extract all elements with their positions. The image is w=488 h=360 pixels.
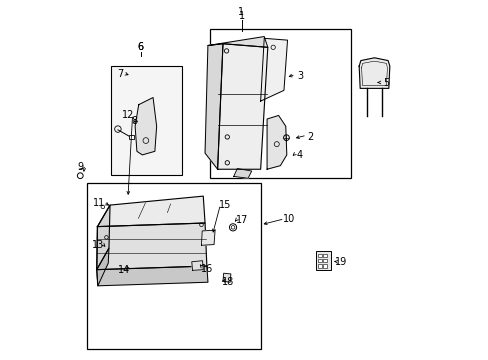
Bar [128, 135, 134, 139]
Text: 18: 18 [221, 277, 233, 287]
Text: 12: 12 [122, 111, 134, 121]
Text: 7: 7 [117, 69, 123, 79]
Polygon shape [97, 196, 204, 226]
Text: 1: 1 [239, 11, 244, 21]
Polygon shape [260, 39, 287, 101]
Polygon shape [204, 44, 223, 169]
Bar [87, 183, 261, 348]
Bar [323, 259, 326, 262]
Text: 19: 19 [334, 257, 347, 267]
Bar [323, 254, 326, 257]
Text: 14: 14 [118, 265, 130, 275]
Text: 3: 3 [296, 71, 303, 81]
Polygon shape [97, 205, 110, 270]
Polygon shape [217, 44, 267, 169]
Bar [316, 251, 330, 270]
Polygon shape [97, 223, 206, 270]
Polygon shape [233, 168, 251, 178]
Text: 10: 10 [283, 215, 295, 224]
Text: 1: 1 [237, 7, 244, 17]
Polygon shape [266, 116, 286, 169]
Polygon shape [97, 266, 207, 286]
Text: 16: 16 [200, 264, 213, 274]
Bar [323, 264, 326, 267]
Text: 5: 5 [382, 78, 388, 88]
Bar [111, 66, 182, 175]
Polygon shape [358, 58, 389, 88]
Text: 6: 6 [137, 42, 143, 52]
Text: 11: 11 [93, 198, 105, 208]
Polygon shape [135, 98, 156, 155]
Polygon shape [97, 248, 109, 286]
Bar [318, 254, 321, 257]
Text: 2: 2 [307, 132, 313, 142]
Text: 9: 9 [77, 162, 83, 172]
Bar [318, 259, 321, 262]
Polygon shape [223, 273, 230, 282]
Polygon shape [207, 37, 267, 47]
Bar [209, 29, 351, 178]
Text: 4: 4 [296, 150, 303, 160]
Text: 13: 13 [92, 239, 104, 249]
Text: 17: 17 [235, 215, 248, 225]
Polygon shape [191, 261, 203, 270]
Bar [318, 264, 321, 267]
Text: 8: 8 [131, 116, 137, 126]
Polygon shape [201, 230, 215, 245]
Text: 6: 6 [137, 42, 143, 52]
Text: 15: 15 [218, 200, 230, 210]
